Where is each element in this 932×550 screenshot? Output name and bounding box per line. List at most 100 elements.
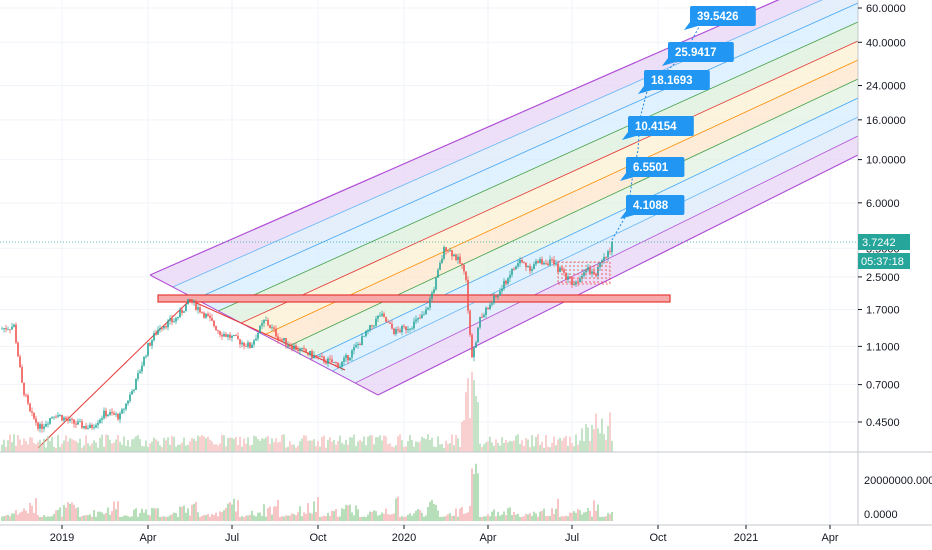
volume-bar [375,437,377,452]
target-callout[interactable]: 18.1693 [638,70,710,94]
volume-bar [371,435,373,452]
volume-pane-bar [109,514,111,521]
candle-body [21,367,23,383]
candle-body [187,299,189,305]
volume-pane-bar [417,509,419,521]
candle-body [135,378,137,390]
candle-body [367,330,369,331]
volume-bar [345,439,347,452]
volume-bar [123,436,125,452]
volume-bar [589,441,591,452]
volume-pane-bar [211,514,213,521]
volume-pane-bar [61,516,63,521]
target-callout-value: 18.1693 [651,75,693,87]
volume-pane-bar [597,504,599,521]
candle-body [63,417,65,421]
volume-pane-bar [323,515,325,521]
volume-pane-bar [479,517,481,521]
volume-pane-bar [111,511,113,521]
price-tick-label: 2.5000 [866,272,900,284]
volume-bar [203,436,205,452]
trend-line-2[interactable] [189,299,346,371]
volume-bar [99,437,101,452]
candle-body [127,400,129,404]
volume-pane-bar [409,513,411,521]
volume-pane-bar [231,504,233,521]
price-axis[interactable]: 60.0000 40.0000 24.0000 16.0000 10.0000 6.000… [858,3,906,429]
target-callout[interactable]: 4.1088 [620,195,685,219]
volume-pane-bar [237,500,239,521]
candle-body [609,251,611,252]
volume-bar [483,444,485,452]
time-axis[interactable]: 2019 Apr Jul Oct 2020 Apr Jul Oct 2021 Apr [50,525,839,544]
candle-body [55,416,57,418]
candle-body [485,307,487,315]
candle-body [323,356,325,363]
candle-body [7,329,9,331]
volume-bar [583,441,585,452]
candle-body [115,413,117,415]
support-zone-rectangle[interactable] [157,294,671,303]
target-callout[interactable]: 10.4154 [622,116,694,140]
volume-bar [63,440,65,452]
volume-bar [495,439,497,452]
volume-bar [359,439,361,452]
candle-body [411,328,413,330]
volume-pane-bar [431,499,433,521]
volume-bar [235,436,237,452]
volume-bar [15,445,17,452]
volume-pane-bar [307,503,309,521]
target-callouts[interactable]: 39.5426 25.9417 18.1693 10.4154 6.5501 4.1088 [620,6,756,219]
volume-pane-bar [37,515,39,521]
candle-body [179,309,181,318]
volume-bar [217,445,219,452]
target-callout[interactable]: 39.5426 [684,6,756,30]
candle-body [231,335,233,338]
volume-pane-bar [197,512,199,521]
volume-pane-bar [73,504,75,521]
trend-line[interactable] [37,299,191,449]
candle-body [429,298,431,308]
volume-bar [339,435,341,452]
volume-pane-bar [551,508,553,521]
volume-bar [449,443,451,452]
pattern-highlight-box[interactable] [557,261,611,285]
volume-pane-bar [159,517,161,521]
volume-bar [113,442,115,452]
volume-bar [79,438,81,452]
target-callout[interactable]: 6.5501 [620,157,685,181]
candle-body [305,349,307,353]
candle-body [331,359,333,363]
candle-body [517,263,519,267]
candle-body [405,326,407,331]
candle-body [237,335,239,340]
volume-bar [433,446,435,452]
volume-pane-bar [345,504,347,521]
candle-body [289,345,291,347]
volume-bar [189,441,191,452]
volume-bar [429,439,431,452]
candle-body [549,259,551,266]
channel-band [241,41,858,335]
volume-pane-bar [511,514,513,521]
channel-line [332,116,859,372]
time-tick-label: 2019 [50,532,74,544]
volume-bar [309,440,311,452]
target-callout[interactable]: 25.9417 [662,42,734,66]
volume-bar [107,435,109,452]
candle-body [193,300,195,303]
candle-body [61,415,63,421]
candle-body [375,318,377,326]
candle-body [139,371,141,374]
candle-body [401,325,403,333]
volume-pane-bar [163,516,165,521]
volume-pane-bar [259,512,261,521]
price-tick-label: 0.7000 [866,380,900,392]
candle-body [199,307,201,313]
candle-body [389,322,391,324]
volume-pane-bar [465,513,467,521]
volume-pane-bar [51,516,53,521]
candle-body [185,304,187,312]
volume-pane-bar [391,514,393,521]
candle-body [49,418,51,424]
